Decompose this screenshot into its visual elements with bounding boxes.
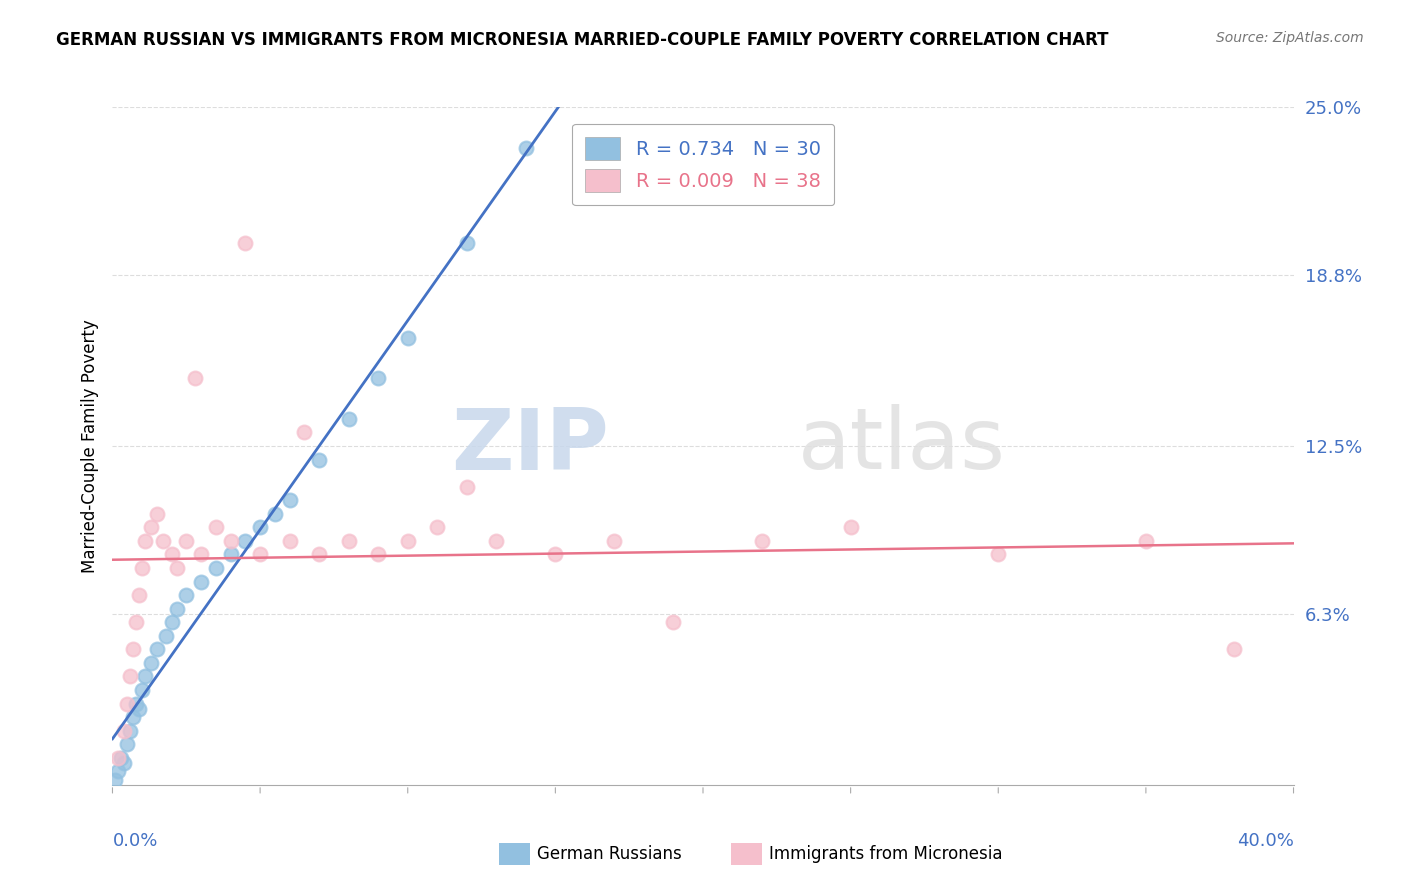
Point	[515, 141, 537, 155]
Point	[190, 548, 212, 562]
Y-axis label: Married-Couple Family Poverty: Married-Couple Family Poverty	[80, 319, 98, 573]
Point	[166, 601, 188, 615]
Point	[152, 533, 174, 548]
Point	[134, 669, 156, 683]
Point	[337, 533, 360, 548]
Point	[249, 520, 271, 534]
Point	[367, 548, 389, 562]
Point	[146, 507, 169, 521]
Legend: R = 0.734   N = 30, R = 0.009   N = 38: R = 0.734 N = 30, R = 0.009 N = 38	[572, 123, 834, 205]
Point	[544, 548, 567, 562]
Point	[155, 629, 177, 643]
Text: atlas: atlas	[797, 404, 1005, 488]
Point	[396, 330, 419, 344]
Point	[367, 371, 389, 385]
Point	[146, 642, 169, 657]
Text: ZIP: ZIP	[451, 404, 609, 488]
Point	[396, 533, 419, 548]
Point	[292, 425, 315, 440]
Point	[134, 533, 156, 548]
Point	[219, 533, 242, 548]
Point	[125, 615, 148, 630]
Point	[139, 656, 162, 670]
Point	[107, 764, 129, 779]
Point	[219, 548, 242, 562]
Point	[233, 235, 256, 250]
Point	[308, 452, 330, 467]
Point	[110, 751, 132, 765]
Point	[308, 548, 330, 562]
Point	[160, 548, 183, 562]
Point	[117, 737, 138, 751]
Point	[166, 561, 188, 575]
Point	[128, 588, 150, 602]
Point	[117, 697, 138, 711]
Point	[122, 710, 145, 724]
Point	[456, 480, 478, 494]
Point	[131, 683, 153, 698]
Point	[122, 642, 145, 657]
Point	[1135, 533, 1157, 548]
Point	[987, 548, 1010, 562]
Point	[751, 533, 773, 548]
Point	[337, 412, 360, 426]
Point	[264, 507, 287, 521]
Point	[128, 702, 150, 716]
Text: Source: ZipAtlas.com: Source: ZipAtlas.com	[1216, 31, 1364, 45]
Point	[456, 235, 478, 250]
Text: 40.0%: 40.0%	[1237, 832, 1294, 850]
Point	[278, 493, 301, 508]
Point	[839, 520, 862, 534]
Point	[112, 756, 135, 771]
Point	[184, 371, 207, 385]
Point	[131, 561, 153, 575]
Point	[120, 723, 142, 738]
Point	[174, 533, 197, 548]
Point	[125, 697, 148, 711]
Point	[139, 520, 162, 534]
Point	[112, 723, 135, 738]
Point	[160, 615, 183, 630]
Point	[233, 533, 256, 548]
Point	[104, 772, 127, 787]
Point	[249, 548, 271, 562]
Point	[426, 520, 449, 534]
Point	[662, 615, 685, 630]
Point	[174, 588, 197, 602]
Point	[205, 520, 228, 534]
Point	[603, 533, 626, 548]
Text: German Russians: German Russians	[537, 845, 682, 863]
Text: GERMAN RUSSIAN VS IMMIGRANTS FROM MICRONESIA MARRIED-COUPLE FAMILY POVERTY CORRE: GERMAN RUSSIAN VS IMMIGRANTS FROM MICRON…	[56, 31, 1109, 49]
Point	[190, 574, 212, 589]
Point	[120, 669, 142, 683]
Point	[485, 533, 508, 548]
Point	[107, 751, 129, 765]
Point	[1223, 642, 1246, 657]
Text: Immigrants from Micronesia: Immigrants from Micronesia	[769, 845, 1002, 863]
Text: 0.0%: 0.0%	[112, 832, 157, 850]
Point	[278, 533, 301, 548]
Point	[205, 561, 228, 575]
